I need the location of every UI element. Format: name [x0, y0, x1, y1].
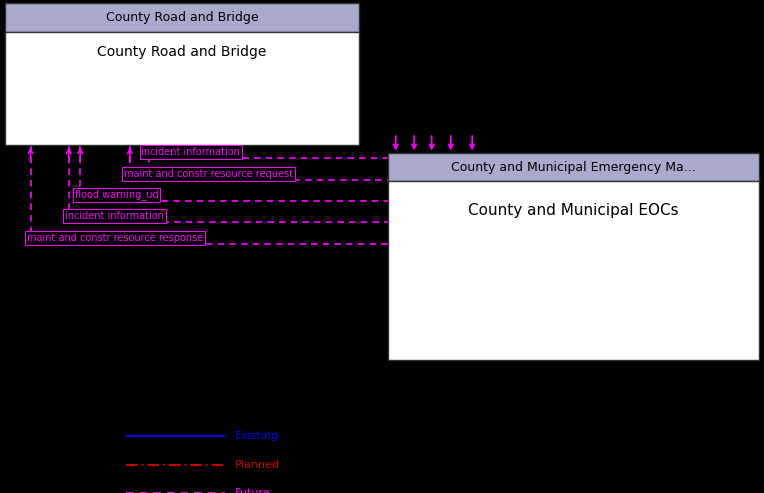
Text: incident information: incident information	[65, 211, 163, 221]
Text: County and Municipal Emergency Ma...: County and Municipal Emergency Ma...	[451, 161, 696, 174]
Text: County Road and Bridge: County Road and Bridge	[105, 11, 258, 24]
Bar	[388, 181, 759, 360]
Text: flood warning_ud: flood warning_ud	[75, 189, 158, 200]
Text: maint and constr resource request: maint and constr resource request	[124, 169, 293, 179]
Text: maint and constr resource response: maint and constr resource response	[27, 233, 203, 243]
Bar	[5, 32, 359, 145]
Bar	[5, 3, 359, 32]
Text: County Road and Bridge: County Road and Bridge	[97, 45, 267, 59]
Text: Existing: Existing	[235, 431, 279, 441]
Text: incident information: incident information	[141, 147, 240, 157]
Text: Future: Future	[235, 489, 270, 493]
Bar	[388, 153, 759, 181]
Text: County and Municipal EOCs: County and Municipal EOCs	[468, 203, 678, 218]
Text: Planned: Planned	[235, 460, 280, 470]
